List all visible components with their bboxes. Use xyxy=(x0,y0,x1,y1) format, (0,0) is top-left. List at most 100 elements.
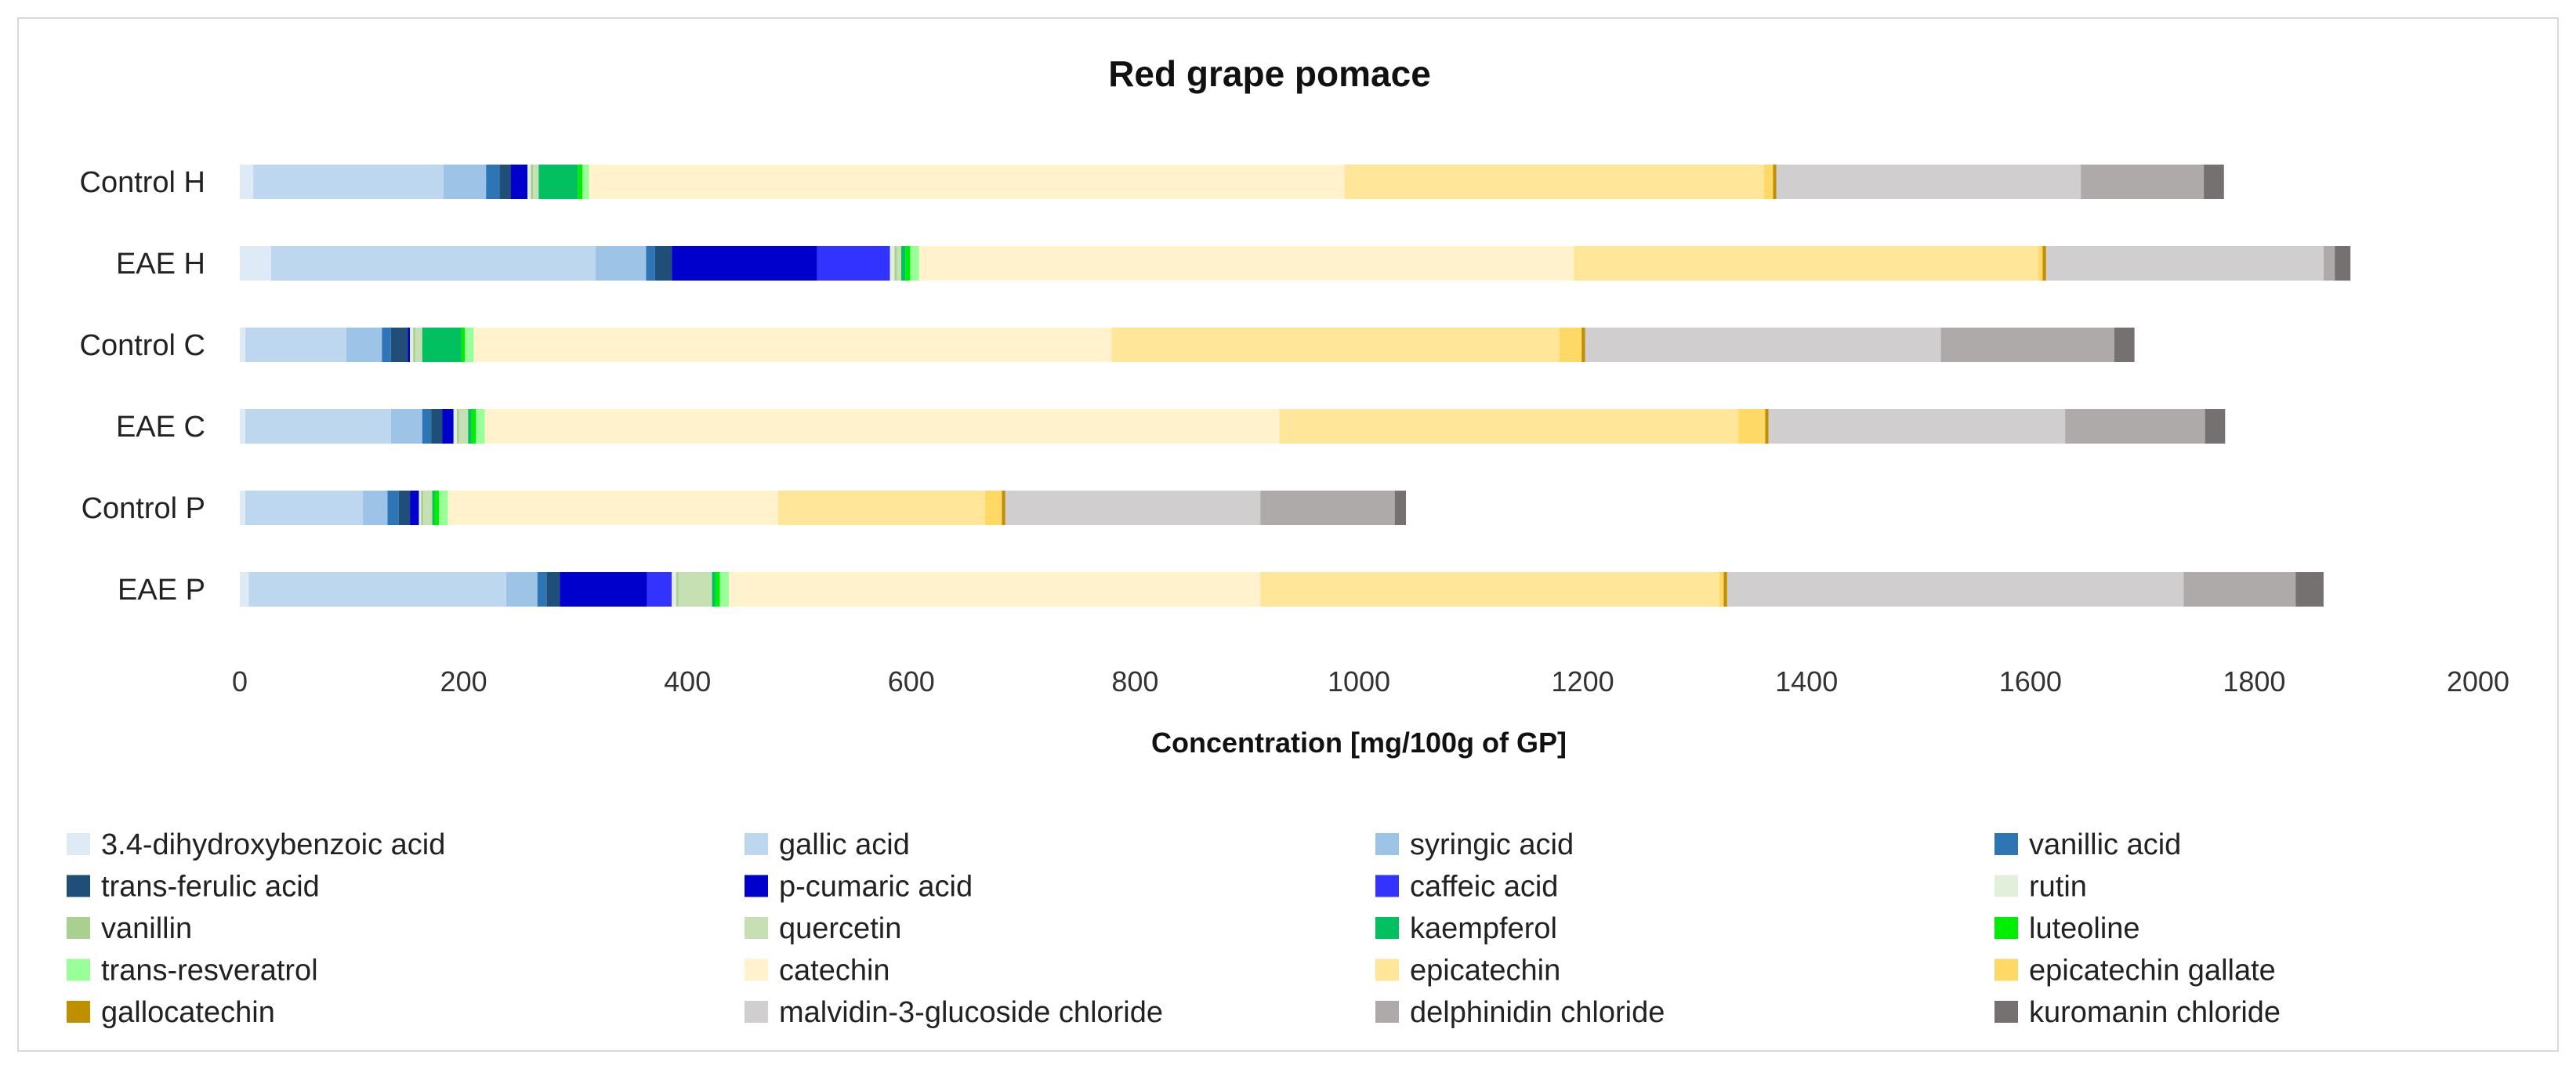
bar-segment-16-4 xyxy=(1002,491,1005,525)
bar-segment-10-2 xyxy=(422,328,462,362)
legend-swatch xyxy=(67,833,90,855)
bar-segment-0-1 xyxy=(240,246,271,281)
x-tick-label: 2000 xyxy=(2447,665,2509,698)
bar-segment-5-4 xyxy=(410,491,419,525)
bar-segment-2-0 xyxy=(443,165,487,199)
x-tick-label: 1800 xyxy=(2223,665,2285,698)
category-label: EAE C xyxy=(116,411,205,444)
category-labels: Control H EAE H Control C EAE C Control P EAE… xyxy=(80,166,206,607)
bar-segment-3-5 xyxy=(537,572,547,607)
bar-segment-9-0 xyxy=(533,165,539,199)
bar-segment-12-1 xyxy=(910,246,919,281)
bar-segment-7-1 xyxy=(889,246,895,281)
bar-segment-16-3 xyxy=(1765,409,1769,444)
bar-segment-17-1 xyxy=(2045,246,2324,281)
bar-segment-4-3 xyxy=(431,409,443,444)
bar-segment-18-4 xyxy=(1260,491,1395,525)
legend-label: rutin xyxy=(2029,871,2087,904)
bar-segment-9-2 xyxy=(415,328,422,362)
legend-swatch xyxy=(1375,917,1399,939)
category-label: Control P xyxy=(82,492,205,525)
legend-swatch xyxy=(67,958,90,981)
legend-swatch xyxy=(1994,875,2018,897)
bar-segment-13-4 xyxy=(447,491,778,525)
x-tick-label: 1400 xyxy=(1775,665,1838,698)
bar-segment-13-1 xyxy=(918,246,1574,281)
x-tick-label: 200 xyxy=(440,665,487,698)
legend-label: caffeic acid xyxy=(1410,871,1558,904)
bar-segment-5-0 xyxy=(510,165,527,199)
bar-segment-13-0 xyxy=(589,165,1345,199)
bar-segment-17-3 xyxy=(1768,409,2065,444)
bar-segment-3-4 xyxy=(387,491,399,525)
bar-segment-6-5 xyxy=(647,572,672,607)
bar-segment-15-1 xyxy=(2038,246,2043,281)
bar-segment-2-1 xyxy=(596,246,647,281)
legend-label: syringic acid xyxy=(1410,828,1574,861)
bar-segment-14-0 xyxy=(1344,165,1764,199)
legend-swatch xyxy=(745,833,768,855)
bar-segment-14-2 xyxy=(1111,328,1560,362)
bar-segment-8-1 xyxy=(894,246,897,281)
bar-segment-2-3 xyxy=(390,409,422,444)
legend-label: gallocatechin xyxy=(101,996,275,1029)
legend-swatch xyxy=(1994,833,2018,855)
legend-label: gallic acid xyxy=(779,828,910,861)
bar-segment-1-0 xyxy=(253,165,444,199)
bar-segment-17-4 xyxy=(1005,491,1261,525)
category-label: EAE H xyxy=(116,248,205,281)
legend-label: kuromanin chloride xyxy=(2029,996,2281,1029)
bar-segment-13-2 xyxy=(473,328,1112,362)
x-tick-label: 1600 xyxy=(1999,665,2062,698)
legend-swatch xyxy=(745,875,768,897)
legend-label: trans-ferulic acid xyxy=(101,871,320,904)
bar-segment-12-0 xyxy=(582,165,589,199)
bar-segment-10-5 xyxy=(712,572,716,607)
legend-label: epicatechin xyxy=(1410,955,1560,987)
legend-label: 3.4-dihydroxybenzoic acid xyxy=(101,828,445,861)
bar-segment-10-3 xyxy=(468,409,472,444)
bar-segment-11-4 xyxy=(434,491,440,525)
bar-segment-17-0 xyxy=(1776,165,2081,199)
bar-segment-1-1 xyxy=(271,246,596,281)
legend-swatch xyxy=(1994,917,2018,939)
x-tick-label: 600 xyxy=(888,665,935,698)
legend-label: vanillin xyxy=(101,912,192,945)
bar-segment-5-2 xyxy=(408,328,411,362)
legend-swatch xyxy=(67,875,90,897)
legend-label: luteoline xyxy=(2029,912,2140,945)
bar-segment-8-5 xyxy=(676,572,679,607)
x-axis-title: Concentration [mg/100g of GP] xyxy=(1151,727,1567,759)
bar-segment-4-1 xyxy=(654,246,672,281)
legend-swatch xyxy=(67,917,90,939)
bar-segment-7-2 xyxy=(410,328,414,362)
bar-segment-1-5 xyxy=(248,572,506,607)
bar-segment-2-5 xyxy=(505,572,538,607)
legend-label: vanillic acid xyxy=(2029,828,2181,861)
legend-swatch xyxy=(1375,958,1399,981)
bar-segment-5-3 xyxy=(442,409,454,444)
bar-segment-10-0 xyxy=(538,165,578,199)
bar-segment-15-4 xyxy=(985,491,1002,525)
bar-segment-18-0 xyxy=(2081,165,2205,199)
bar-segment-7-5 xyxy=(672,572,676,607)
bar-segment-18-1 xyxy=(2323,246,2335,281)
bar-segment-3-1 xyxy=(646,246,655,281)
bar-segment-3-3 xyxy=(422,409,432,444)
bar-segment-15-0 xyxy=(1763,165,1773,199)
legend-swatch xyxy=(745,958,768,981)
bar-segment-16-5 xyxy=(1723,572,1727,607)
bar-segment-11-0 xyxy=(578,165,582,199)
legend-swatch xyxy=(1375,875,1399,897)
bar-segment-0-3 xyxy=(240,409,246,444)
bar-segment-17-5 xyxy=(1726,572,2184,607)
legend-label: quercetin xyxy=(779,912,901,945)
bar-segment-0-2 xyxy=(240,328,246,362)
legend-swatch xyxy=(745,1001,768,1023)
bar-segment-11-3 xyxy=(471,409,476,444)
bar-segment-8-4 xyxy=(421,491,424,525)
bar-segment-4-5 xyxy=(546,572,560,607)
bar-segment-11-1 xyxy=(905,246,911,281)
category-label: Control C xyxy=(80,329,206,362)
bar-segment-4-2 xyxy=(390,328,408,362)
